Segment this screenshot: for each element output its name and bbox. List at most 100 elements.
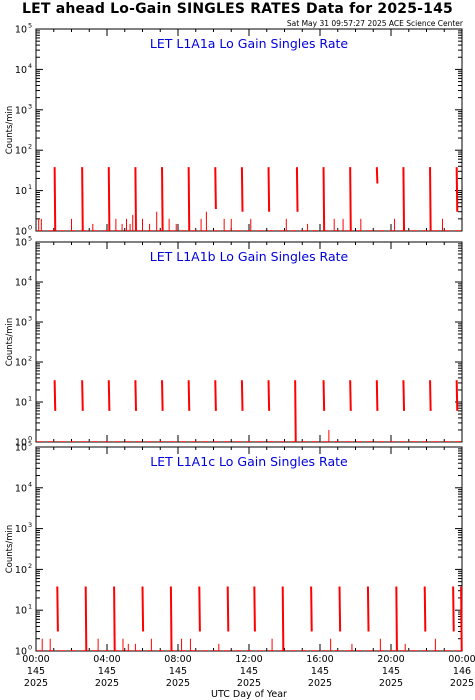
rate-spike xyxy=(214,380,217,411)
y-tick-exponent: 1 xyxy=(28,603,32,611)
y-tick-label: 10 xyxy=(15,358,27,369)
rate-spike xyxy=(349,380,352,411)
chart-main-title: LET ahead Lo-Gain SINGLES RATES Data for… xyxy=(22,1,453,17)
rate-spike xyxy=(375,167,379,184)
rate-spike xyxy=(226,586,230,632)
y-tick-label: 10 xyxy=(15,647,27,658)
chart-panel-3: LET L1A1c Lo Gain Singles Rate Counts/min… xyxy=(5,440,475,700)
rate-spike xyxy=(84,586,88,652)
y-tick-label: 10 xyxy=(15,438,27,449)
x-tick-doy-label: 145 xyxy=(169,666,187,677)
rate-spike xyxy=(295,167,299,212)
x-tick-year-label: 2025 xyxy=(379,678,403,689)
rate-spike xyxy=(294,380,297,443)
y-axis-label: Counts/min xyxy=(5,318,15,367)
rate-spike xyxy=(395,586,398,652)
rate-spike xyxy=(53,380,57,411)
y-tick-exponent: 4 xyxy=(28,480,32,488)
rate-spike xyxy=(460,586,463,652)
x-tick-doy-label: 145 xyxy=(27,666,45,677)
x-tick-time-label: 12:00 xyxy=(235,654,262,665)
rate-spike xyxy=(455,167,459,212)
y-tick-exponent: 2 xyxy=(28,355,32,363)
rate-spike xyxy=(134,380,137,411)
panel-title: LET L1A1c Lo Gain Singles Rate xyxy=(150,454,348,469)
rate-spike xyxy=(134,167,137,232)
rate-spike xyxy=(161,380,164,411)
rate-spike xyxy=(198,586,201,632)
rate-spike xyxy=(81,380,84,411)
y-tick-label: 10 xyxy=(15,25,27,36)
x-tick-doy-label: 145 xyxy=(311,666,329,677)
rate-spike xyxy=(429,380,432,411)
rate-spike xyxy=(214,167,217,210)
x-axis-label: UTC Day of Year xyxy=(211,689,287,700)
rate-spike xyxy=(253,586,256,632)
rate-spike xyxy=(107,167,111,232)
rate-spike xyxy=(267,380,271,411)
rate-spike xyxy=(349,167,352,232)
y-tick-exponent: 1 xyxy=(28,395,32,403)
rate-spike xyxy=(240,380,244,411)
rate-spike xyxy=(423,586,427,632)
y-tick-exponent: 4 xyxy=(28,275,32,283)
y-tick-exponent: 3 xyxy=(28,102,32,110)
y-tick-label: 10 xyxy=(15,65,27,76)
rate-spike xyxy=(53,167,57,232)
y-tick-label: 10 xyxy=(15,146,27,157)
y-tick-label: 10 xyxy=(15,565,27,576)
x-tick-time-label: 04:00 xyxy=(93,654,120,665)
x-tick-year-label: 2025 xyxy=(24,678,48,689)
y-tick-exponent: 0 xyxy=(28,224,32,232)
y-tick-label: 10 xyxy=(15,483,27,494)
y-tick-exponent: 5 xyxy=(28,235,32,243)
panel-title: LET L1A1b Lo Gain Singles Rate xyxy=(150,249,349,264)
y-tick-label: 10 xyxy=(15,606,27,617)
rate-spike xyxy=(452,586,455,632)
rate-spike xyxy=(310,586,313,632)
rate-spike xyxy=(429,167,432,232)
x-tick-time-label: 08:00 xyxy=(164,654,191,665)
y-tick-label: 10 xyxy=(15,278,27,289)
y-tick-exponent: 3 xyxy=(28,521,32,529)
y-tick-exponent: 0 xyxy=(28,644,32,652)
x-tick-time-label: 16:00 xyxy=(306,654,333,665)
rate-spike xyxy=(322,167,326,232)
y-tick-exponent: 2 xyxy=(28,143,32,151)
rate-spike xyxy=(187,167,191,232)
panel-title: LET L1A1a Lo Gain Singles Rate xyxy=(150,36,348,51)
rate-spike xyxy=(169,586,173,652)
y-tick-exponent: 2 xyxy=(28,562,32,570)
y-tick-label: 10 xyxy=(15,238,27,249)
chart-panel-1: LET L1A1a Lo Gain Singles Rate Counts/min… xyxy=(5,22,463,238)
rate-spike xyxy=(366,586,370,632)
rate-spike xyxy=(338,586,342,632)
x-tick-year-label: 2025 xyxy=(237,678,261,689)
x-tick-doy-label: 145 xyxy=(382,666,400,677)
x-tick-time-label: 00:00 xyxy=(448,654,475,665)
rate-spike xyxy=(107,380,111,411)
y-tick-label: 10 xyxy=(15,524,27,535)
rate-spike xyxy=(161,167,164,232)
y-tick-exponent: 3 xyxy=(28,315,32,323)
y-tick-label: 10 xyxy=(15,227,27,238)
rate-spike xyxy=(267,167,271,212)
y-axis-label: Counts/min xyxy=(5,106,15,155)
x-tick-year-label: 2025 xyxy=(166,678,190,689)
y-tick-exponent: 5 xyxy=(28,22,32,30)
rate-spike xyxy=(141,586,145,632)
rate-spike xyxy=(187,380,191,411)
rate-spike xyxy=(56,586,59,632)
y-tick-label: 10 xyxy=(15,398,27,409)
generation-timestamp: Sat May 31 09:57:27 2025 ACE Science Cen… xyxy=(286,19,463,28)
x-tick-doy-label: 145 xyxy=(98,666,116,677)
rate-spike xyxy=(455,380,459,411)
y-tick-exponent: 4 xyxy=(28,62,32,70)
x-tick-year-label: 2025 xyxy=(95,678,119,689)
y-tick-label: 10 xyxy=(15,105,27,116)
y-tick-label: 10 xyxy=(15,318,27,329)
plot-frame xyxy=(35,241,463,443)
rate-spike xyxy=(375,380,379,411)
x-tick-time-label: 00:00 xyxy=(22,654,49,665)
